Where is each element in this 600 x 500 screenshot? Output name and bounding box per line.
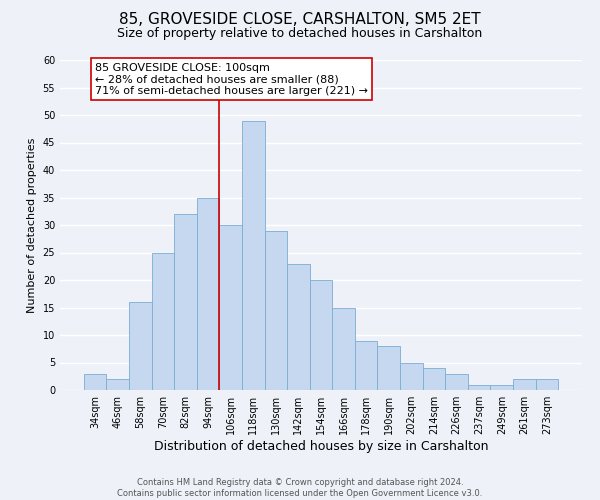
Bar [445,374,468,390]
Bar [355,340,377,390]
Y-axis label: Number of detached properties: Number of detached properties [27,138,37,312]
Bar [377,346,400,390]
Bar [174,214,197,390]
Bar [490,384,513,390]
Bar [468,384,490,390]
Bar [197,198,220,390]
Bar [129,302,152,390]
Bar [513,379,536,390]
Text: Contains HM Land Registry data © Crown copyright and database right 2024.
Contai: Contains HM Land Registry data © Crown c… [118,478,482,498]
Bar [287,264,310,390]
Bar [220,225,242,390]
Text: 85, GROVESIDE CLOSE, CARSHALTON, SM5 2ET: 85, GROVESIDE CLOSE, CARSHALTON, SM5 2ET [119,12,481,28]
Bar [332,308,355,390]
Bar [310,280,332,390]
Bar [84,374,106,390]
X-axis label: Distribution of detached houses by size in Carshalton: Distribution of detached houses by size … [154,440,488,453]
Bar [400,362,422,390]
Bar [536,379,558,390]
Bar [106,379,129,390]
Text: 85 GROVESIDE CLOSE: 100sqm
← 28% of detached houses are smaller (88)
71% of semi: 85 GROVESIDE CLOSE: 100sqm ← 28% of deta… [95,62,368,96]
Bar [422,368,445,390]
Bar [152,252,174,390]
Text: Size of property relative to detached houses in Carshalton: Size of property relative to detached ho… [118,28,482,40]
Bar [265,230,287,390]
Bar [242,120,265,390]
